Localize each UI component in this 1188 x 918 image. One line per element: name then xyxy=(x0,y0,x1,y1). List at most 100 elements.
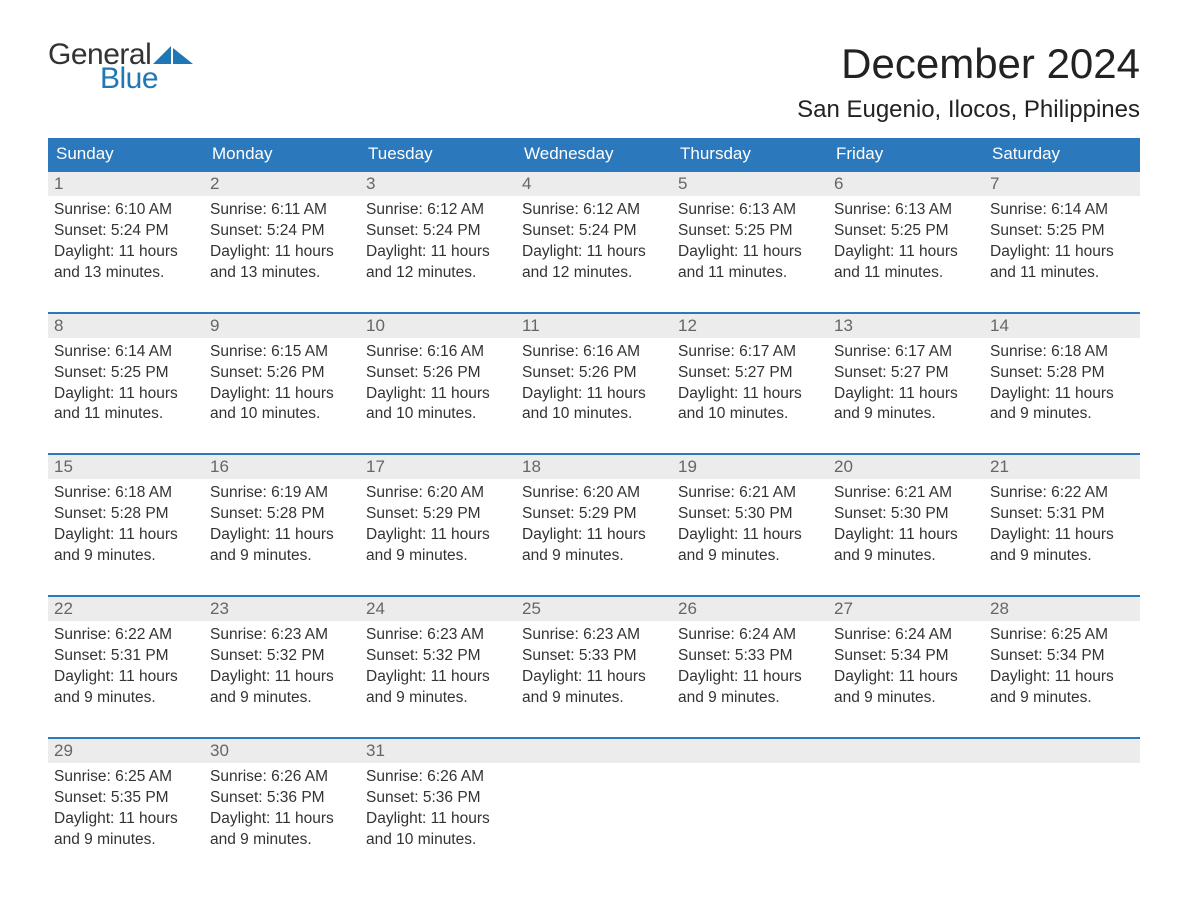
daylight-line: Daylight: 11 hours xyxy=(366,242,510,263)
daylight-line: Daylight: 11 hours xyxy=(54,242,198,263)
sunrise-line: Sunrise: 6:18 AM xyxy=(54,483,198,504)
daylight-line: and 11 minutes. xyxy=(54,404,198,425)
daylight-line: Daylight: 11 hours xyxy=(210,525,354,546)
sunset-line: Sunset: 5:35 PM xyxy=(54,788,198,809)
day-number: 25 xyxy=(516,597,672,621)
daylight-line: Daylight: 11 hours xyxy=(366,384,510,405)
sunrise-line: Sunrise: 6:14 AM xyxy=(54,342,198,363)
sunset-line: Sunset: 5:28 PM xyxy=(54,504,198,525)
sunrise-line: Sunrise: 6:10 AM xyxy=(54,200,198,221)
day-number: 21 xyxy=(984,455,1140,479)
sunset-line: Sunset: 5:25 PM xyxy=(54,363,198,384)
day-number: 19 xyxy=(672,455,828,479)
sunrise-line: Sunrise: 6:23 AM xyxy=(522,625,666,646)
daylight-line: Daylight: 11 hours xyxy=(990,384,1134,405)
daylight-line: and 12 minutes. xyxy=(366,263,510,284)
day-header: Sunday xyxy=(48,138,204,172)
sunset-line: Sunset: 5:31 PM xyxy=(990,504,1134,525)
day-cell xyxy=(828,763,984,857)
location: San Eugenio, Ilocos, Philippines xyxy=(797,96,1140,124)
daylight-line: Daylight: 11 hours xyxy=(210,384,354,405)
brand-word2: Blue xyxy=(100,64,195,94)
daylight-line: and 10 minutes. xyxy=(210,404,354,425)
day-cell: Sunrise: 6:14 AMSunset: 5:25 PMDaylight:… xyxy=(984,196,1140,290)
daylight-line: and 9 minutes. xyxy=(678,688,822,709)
day-number: 10 xyxy=(360,314,516,338)
day-cell: Sunrise: 6:26 AMSunset: 5:36 PMDaylight:… xyxy=(204,763,360,857)
sunset-line: Sunset: 5:34 PM xyxy=(834,646,978,667)
daylight-line: Daylight: 11 hours xyxy=(678,525,822,546)
daylight-line: Daylight: 11 hours xyxy=(678,242,822,263)
day-cell: Sunrise: 6:23 AMSunset: 5:32 PMDaylight:… xyxy=(360,621,516,715)
daylight-line: Daylight: 11 hours xyxy=(522,525,666,546)
day-number: 12 xyxy=(672,314,828,338)
day-number: 7 xyxy=(984,172,1140,196)
daylight-line: Daylight: 11 hours xyxy=(834,667,978,688)
daylight-line: Daylight: 11 hours xyxy=(54,525,198,546)
daylight-line: and 10 minutes. xyxy=(678,404,822,425)
daylight-line: and 13 minutes. xyxy=(54,263,198,284)
day-body-strip: Sunrise: 6:18 AMSunset: 5:28 PMDaylight:… xyxy=(48,479,1140,573)
calendar: Sunday Monday Tuesday Wednesday Thursday… xyxy=(48,138,1140,856)
daylight-line: Daylight: 11 hours xyxy=(54,809,198,830)
sunrise-line: Sunrise: 6:25 AM xyxy=(990,625,1134,646)
daylight-line: and 9 minutes. xyxy=(834,688,978,709)
week-row: 22232425262728 Sunrise: 6:22 AM Sunset: 5:… xyxy=(48,595,1140,715)
sunset-line: Sunset: 5:24 PM xyxy=(366,221,510,242)
daylight-line: and 9 minutes. xyxy=(210,830,354,851)
daylight-line: Daylight: 11 hours xyxy=(54,384,198,405)
day-number xyxy=(828,739,984,763)
daylight-line: and 10 minutes. xyxy=(366,404,510,425)
day-cell: Sunrise: 6:18 AMSunset: 5:28 PMDaylight:… xyxy=(984,338,1140,432)
daylight-line: Daylight: 11 hours xyxy=(210,809,354,830)
day-cell: Sunrise: 6:17 AMSunset: 5:27 PMDaylight:… xyxy=(828,338,984,432)
day-cell: Sunrise: 6:18 AMSunset: 5:28 PMDaylight:… xyxy=(48,479,204,573)
day-body-strip: Sunrise: 6:14 AMSunset: 5:25 PMDaylight:… xyxy=(48,338,1140,432)
day-cell: Sunrise: 6:21 AMSunset: 5:30 PMDaylight:… xyxy=(672,479,828,573)
day-number: 28 xyxy=(984,597,1140,621)
day-cell: Sunrise: 6:25 AMSunset: 5:35 PMDaylight:… xyxy=(48,763,204,857)
day-header: Wednesday xyxy=(516,138,672,172)
day-cell: Sunrise: 6:23 AMSunset: 5:32 PMDaylight:… xyxy=(204,621,360,715)
daylight-line: and 10 minutes. xyxy=(366,830,510,851)
daylight-line: Daylight: 11 hours xyxy=(834,525,978,546)
day-cell: Sunrise: 6:25 AMSunset: 5:34 PMDaylight:… xyxy=(984,621,1140,715)
brand-logo: General Blue xyxy=(48,40,195,94)
sunrise-line: Sunrise: 6:16 AM xyxy=(366,342,510,363)
week-row: 293031Sunrise: 6:25 AMSunset: 5:35 PMDay… xyxy=(48,737,1140,857)
sunrise-line: Sunrise: 6:13 AM xyxy=(834,200,978,221)
daylight-line: Daylight: 11 hours xyxy=(366,809,510,830)
daylight-line: and 9 minutes. xyxy=(366,688,510,709)
daylight-line: and 9 minutes. xyxy=(990,688,1134,709)
sunrise-line: Sunrise: 6:14 AM xyxy=(990,200,1134,221)
sunset-line: Sunset: 5:26 PM xyxy=(522,363,666,384)
daylight-line: Daylight: 11 hours xyxy=(366,667,510,688)
week-row: 15161718192021Sunrise: 6:18 AMSunset: 5:… xyxy=(48,453,1140,573)
sunrise-line: Sunrise: 6:22 AM xyxy=(54,625,198,646)
day-number: 14 xyxy=(984,314,1140,338)
day-cell: Sunrise: 6:20 AMSunset: 5:29 PMDaylight:… xyxy=(516,479,672,573)
day-cell: Sunrise: 6:13 AMSunset: 5:25 PMDaylight:… xyxy=(672,196,828,290)
sunrise-line: Sunrise: 6:17 AM xyxy=(834,342,978,363)
day-cell: Sunrise: 6:22 AMSunset: 5:31 PMDaylight:… xyxy=(984,479,1140,573)
day-number: 1 xyxy=(48,172,204,196)
title-block: December 2024 San Eugenio, Ilocos, Phili… xyxy=(797,40,1140,124)
day-number: 5 xyxy=(672,172,828,196)
sunset-line: Sunset: 5:27 PM xyxy=(678,363,822,384)
sunset-line: Sunset: 5:33 PM xyxy=(522,646,666,667)
sunrise-line: Sunrise: 6:23 AM xyxy=(210,625,354,646)
day-number-strip: 293031 xyxy=(48,739,1140,763)
day-number: 29 xyxy=(48,739,204,763)
day-number: 18 xyxy=(516,455,672,479)
daylight-line: Daylight: 11 hours xyxy=(54,667,198,688)
day-number: 30 xyxy=(204,739,360,763)
day-number-strip: 22232425262728 xyxy=(48,597,1140,621)
week-row: 891011121314Sunrise: 6:14 AMSunset: 5:25… xyxy=(48,312,1140,432)
daylight-line: Daylight: 11 hours xyxy=(678,667,822,688)
sunrise-line: Sunrise: 6:26 AM xyxy=(210,767,354,788)
day-number-strip: 15161718192021 xyxy=(48,455,1140,479)
daylight-line: Daylight: 11 hours xyxy=(522,242,666,263)
day-cell: Sunrise: 6:10 AMSunset: 5:24 PMDaylight:… xyxy=(48,196,204,290)
day-number xyxy=(984,739,1140,763)
day-cell: Sunrise: 6:12 AMSunset: 5:24 PMDaylight:… xyxy=(360,196,516,290)
